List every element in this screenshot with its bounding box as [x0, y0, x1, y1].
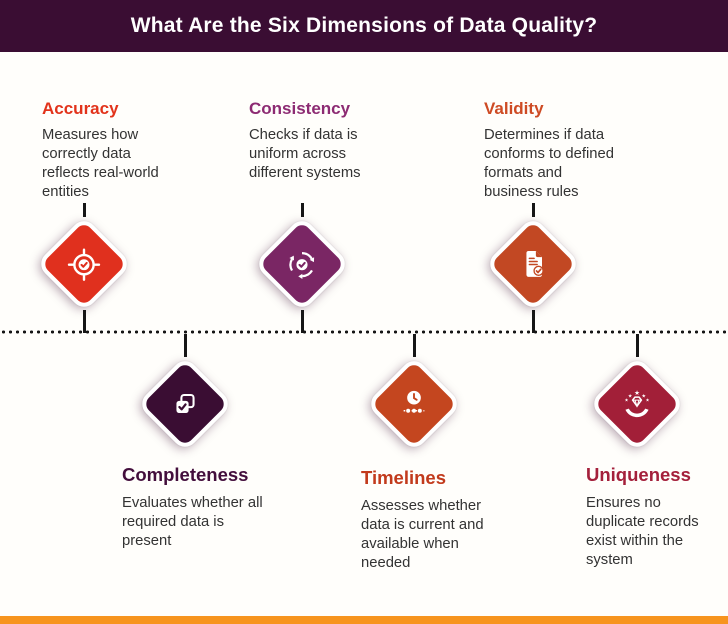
diamond-shape	[484, 215, 582, 313]
dimension-accuracy: Accuracy Measures how correctly data ref…	[42, 99, 207, 202]
diamond-accuracy	[35, 215, 133, 313]
dimension-description: Evaluates whether all required data is p…	[122, 495, 263, 549]
diamond-shape: ★ ★ ★ ★ ★	[588, 355, 686, 453]
connector-stub	[532, 203, 535, 217]
diamond-shape	[253, 215, 351, 313]
diamond-consistency	[253, 215, 351, 313]
dimension-title: Uniqueness	[586, 464, 691, 485]
diamond-shape	[136, 355, 234, 453]
dimension-completeness: Completeness Evaluates whether all requi…	[122, 464, 307, 551]
dimension-description: Ensures no duplicate records exist withi…	[586, 495, 699, 568]
dimension-title: Timelines	[361, 467, 447, 488]
target-check-icon	[66, 246, 103, 283]
document-check-icon	[515, 246, 551, 282]
footer-accent-bar	[0, 616, 728, 624]
connector-stub	[83, 310, 86, 333]
connector-stub	[413, 334, 416, 357]
dimension-title: Consistency	[249, 99, 351, 118]
hand-gem-icon: ★ ★ ★ ★ ★	[619, 386, 656, 423]
svg-text:★: ★	[634, 389, 640, 396]
sync-arrows-check-icon	[284, 246, 321, 283]
timeline-dotted-line	[0, 330, 728, 334]
dimension-timelines: Timelines Assesses whether data is curre…	[361, 467, 526, 573]
clock-timeline-icon	[396, 386, 432, 422]
infographic-title: What Are the Six Dimensions of Data Qual…	[130, 14, 598, 37]
diamond-timelines	[365, 355, 463, 453]
diamond-validity	[484, 215, 582, 313]
dimension-title: Completeness	[122, 464, 249, 485]
diamond-uniqueness: ★ ★ ★ ★ ★	[588, 355, 686, 453]
svg-text:★: ★	[646, 397, 650, 402]
connector-stub	[636, 334, 639, 357]
svg-text:★: ★	[642, 393, 647, 399]
diamond-shape	[365, 355, 463, 453]
dimension-title: Accuracy	[42, 99, 119, 118]
dimension-description: Checks if data is uniform across differe…	[249, 127, 361, 181]
dimension-uniqueness: Uniqueness Ensures no duplicate records …	[586, 464, 728, 570]
dimension-description: Assesses whether data is current and ava…	[361, 498, 484, 571]
svg-text:★: ★	[624, 397, 628, 402]
connector-stub	[301, 203, 304, 217]
connector-stub	[301, 310, 304, 333]
diamond-completeness	[136, 355, 234, 453]
connector-stub	[532, 310, 535, 333]
copy-check-icon	[167, 386, 203, 422]
dimension-description: Determines if data conforms to defined f…	[484, 127, 614, 200]
dimension-title: Validity	[484, 99, 544, 118]
dimension-description: Measures how correctly data reflects rea…	[42, 127, 159, 200]
dimension-validity: Validity Determines if data conforms to …	[484, 99, 659, 202]
connector-stub	[184, 334, 187, 357]
svg-text:★: ★	[628, 393, 633, 399]
diamond-shape	[35, 215, 133, 313]
header-banner: What Are the Six Dimensions of Data Qual…	[0, 0, 728, 52]
dimension-consistency: Consistency Checks if data is uniform ac…	[249, 99, 404, 183]
connector-stub	[83, 203, 86, 217]
